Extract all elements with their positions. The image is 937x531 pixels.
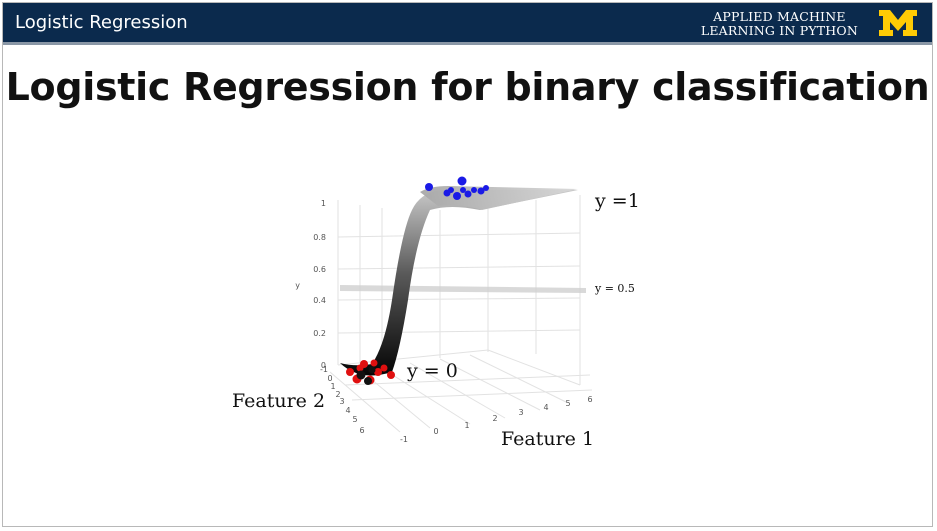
header-bar: Logistic Regression APPLIED MACHINE LEAR…: [3, 3, 932, 45]
feature-2-tick: 0: [327, 374, 332, 383]
upper-plateau: [420, 186, 578, 210]
feature-1-tick: 6: [587, 395, 592, 404]
feature-1-axis: -1 0 1 2 3 4 5 6: [400, 395, 593, 444]
logistic-surface: [340, 190, 578, 376]
feature-1-tick: 1: [464, 421, 469, 430]
y-tick: 0: [321, 361, 326, 370]
y-half-plane: [340, 285, 586, 293]
y-axis: y 1 0.8 0.6 0.4 0.2 0: [295, 199, 326, 370]
feature-2-tick: -1: [320, 365, 328, 374]
y-tick: 0.8: [313, 233, 326, 242]
feature-2-tick: 1: [330, 382, 335, 391]
course-name-line-2: LEARNING IN PYTHON: [700, 23, 858, 38]
annotation-y-half: y = 0.5: [594, 282, 635, 295]
university-logo-icon: [879, 10, 917, 36]
dark-points: [356, 366, 376, 385]
feature-2-axis: -1 0 1 2 3 4 5 6: [320, 365, 365, 435]
feature-2-tick: 3: [339, 397, 344, 406]
feature-1-label: Feature 1: [501, 428, 594, 450]
annotation-y-one: y =1: [594, 190, 640, 212]
header-title: Logistic Regression: [15, 12, 188, 33]
feature-2-tick: 4: [345, 406, 350, 415]
feature-1-tick: 0: [433, 427, 438, 436]
y-tick: 0.6: [313, 265, 326, 274]
course-name: APPLIED MACHINE LEARNING IN PYTHON: [701, 10, 858, 38]
feature-1-tick: 5: [565, 399, 570, 408]
slide-title: Logistic Regression for binary classific…: [5, 65, 930, 109]
feature-1-tick: 3: [518, 408, 523, 417]
feature-1-tick: 4: [543, 403, 548, 412]
course-name-line-1: APPLIED MACHINE: [713, 9, 846, 24]
feature-1-tick: 2: [492, 414, 497, 423]
feature-1-tick: -1: [400, 435, 408, 444]
feature-2-label: Feature 2: [232, 390, 325, 412]
y-tick: 1: [321, 199, 326, 208]
feature-2-tick: 2: [335, 390, 340, 399]
class-1-points: [425, 176, 489, 200]
y-axis-label: y: [295, 281, 300, 290]
y-tick: 0.2: [313, 329, 326, 338]
annotation-y-zero: y = 0: [406, 360, 458, 382]
feature-2-tick: 5: [352, 415, 357, 424]
plot-grid: [329, 195, 593, 433]
y-tick: 0.4: [313, 296, 326, 305]
feature-2-tick: 6: [359, 426, 364, 435]
